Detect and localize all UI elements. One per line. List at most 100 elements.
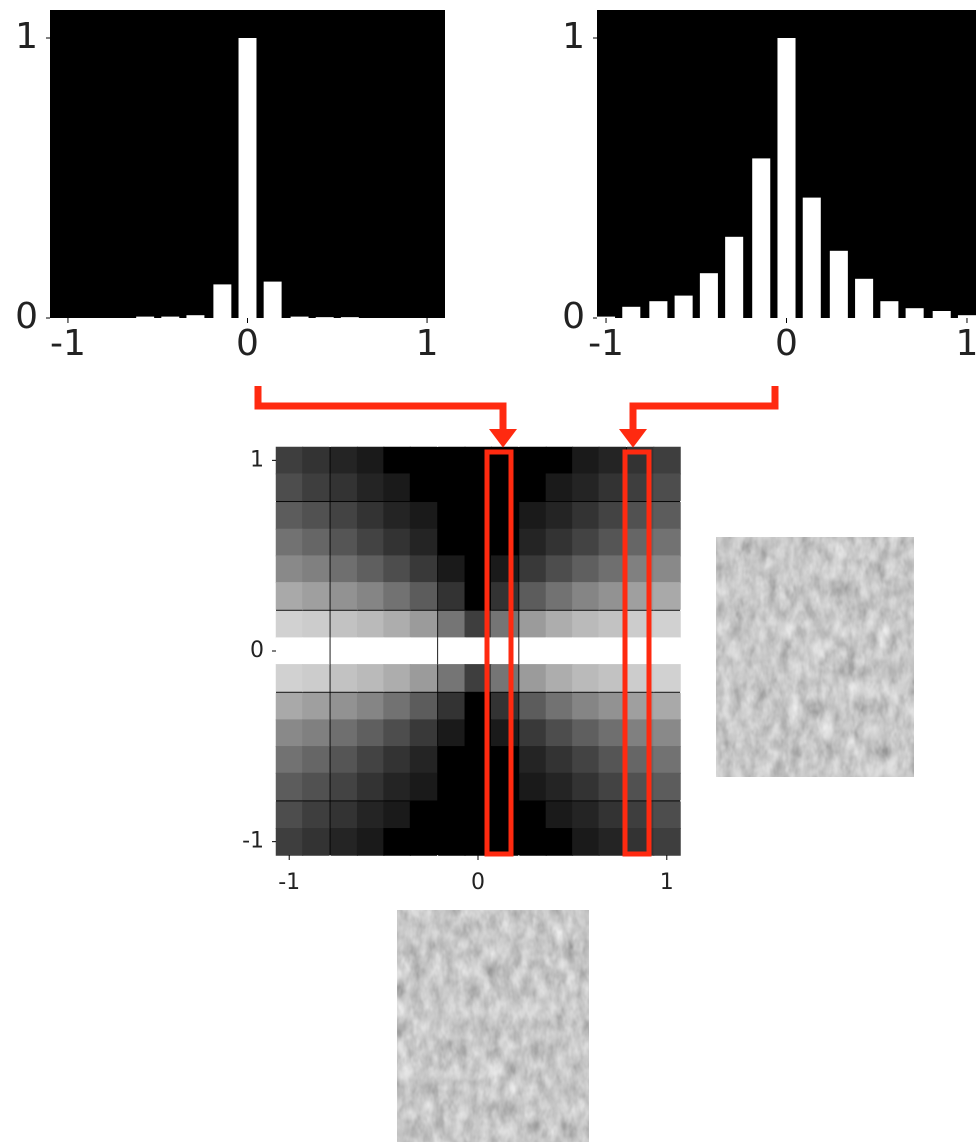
heatmap-cell [383, 637, 410, 665]
heatmap-cell [302, 582, 329, 610]
heatmap-cell [276, 447, 303, 475]
heatmap-cell [572, 773, 599, 801]
heatmap-cell [410, 746, 437, 774]
heatmap-cell [438, 637, 465, 665]
heatmap-cell [653, 664, 680, 692]
heatmap-cell [276, 773, 303, 801]
heatmap-cell [302, 828, 329, 856]
heatmap-cell [276, 582, 303, 610]
heatmap-cell [653, 693, 680, 721]
heatmap-cell [357, 502, 384, 530]
heatmap-cell [383, 611, 410, 639]
bar [186, 315, 204, 318]
heatmap-cell [572, 719, 599, 747]
heatmap-cell [383, 555, 410, 583]
x-tick-label: 1 [956, 323, 976, 364]
bar [161, 317, 179, 318]
heatmap-cell [519, 828, 546, 856]
x-tick-label: 0 [775, 323, 798, 364]
heatmap-cell [438, 473, 465, 501]
y-tick-label: 0 [15, 296, 38, 337]
bar [906, 308, 924, 318]
figure: -10101-10101-101-101 [0, 0, 976, 1142]
heatmap-cell [572, 502, 599, 530]
heatmap-cell [276, 473, 303, 501]
heatmap-cell [572, 473, 599, 501]
heatmap-cell [383, 719, 410, 747]
heatmap-cell [330, 693, 357, 721]
heatmap-cell [546, 473, 573, 501]
heatmap-cell [519, 773, 546, 801]
bar [880, 301, 898, 318]
heatmap-cell [330, 447, 357, 475]
heatmap-cell [572, 447, 599, 475]
heatmap-cell [519, 582, 546, 610]
heatmap-cell [410, 637, 437, 665]
heatmap-cell [410, 611, 437, 639]
heatmap-cell [438, 611, 465, 639]
heatmap-cell [519, 473, 546, 501]
heatmap-cell [357, 773, 384, 801]
heatmap-cell [572, 828, 599, 856]
y-tick-label: 0 [250, 638, 264, 663]
heatmap-cell [438, 664, 465, 692]
heatmap-cell [572, 582, 599, 610]
heatmap-cell [357, 664, 384, 692]
heatmap-cell [276, 801, 303, 829]
heatmap-cell [410, 693, 437, 721]
heatmap-cell [438, 447, 465, 475]
heatmap-cell [491, 555, 518, 583]
heatmap-cell [276, 828, 303, 856]
x-tick-label: 0 [471, 870, 485, 895]
heatmap-cell [357, 582, 384, 610]
heatmap-cell [599, 719, 626, 747]
heatmap-cell [410, 447, 437, 475]
heatmap-cell [276, 719, 303, 747]
heatmap-cell [653, 529, 680, 557]
heatmap-cell [357, 529, 384, 557]
heatmap-cell [302, 611, 329, 639]
heatmap-cell [438, 801, 465, 829]
bar [213, 284, 231, 318]
bar [803, 198, 821, 318]
heatmap-cell [599, 664, 626, 692]
heatmap-cell [410, 582, 437, 610]
y-tick-label: 0 [562, 296, 585, 337]
x-tick-label: -1 [588, 323, 624, 364]
heatmap-cell [546, 719, 573, 747]
bar [239, 38, 257, 318]
heatmap-cell [438, 773, 465, 801]
heatmap-cell [276, 693, 303, 721]
heatmap-cell [546, 801, 573, 829]
heatmap-cell [383, 801, 410, 829]
heatmap-cell [330, 473, 357, 501]
heatmap-cell [410, 828, 437, 856]
bar [725, 237, 743, 318]
heatmap-cell [438, 502, 465, 530]
heatmap-cell [599, 447, 626, 475]
bar [291, 317, 309, 318]
heatmap-cell [599, 555, 626, 583]
heatmap-cell [330, 582, 357, 610]
heatmap-cell [519, 502, 546, 530]
heatmap-cell [302, 693, 329, 721]
heatmap-cell [302, 746, 329, 774]
heatmap-cell [572, 664, 599, 692]
y-tick-label: 1 [562, 16, 585, 57]
heatmap-cell [383, 582, 410, 610]
bar [341, 317, 359, 318]
heatmap-cell [383, 664, 410, 692]
heatmap-cell [491, 719, 518, 747]
heatmap-cell [330, 828, 357, 856]
bar [136, 317, 154, 318]
heatmap-cell [410, 555, 437, 583]
y-tick-label: 1 [250, 447, 264, 472]
heatmap-cell [519, 611, 546, 639]
heatmap-cell [383, 746, 410, 774]
heatmap-cell [276, 637, 303, 665]
heatmap-cell [546, 693, 573, 721]
heatmap-cell [572, 693, 599, 721]
heatmap-cell [519, 693, 546, 721]
heatmap-cell [357, 719, 384, 747]
heatmap-cell [410, 473, 437, 501]
